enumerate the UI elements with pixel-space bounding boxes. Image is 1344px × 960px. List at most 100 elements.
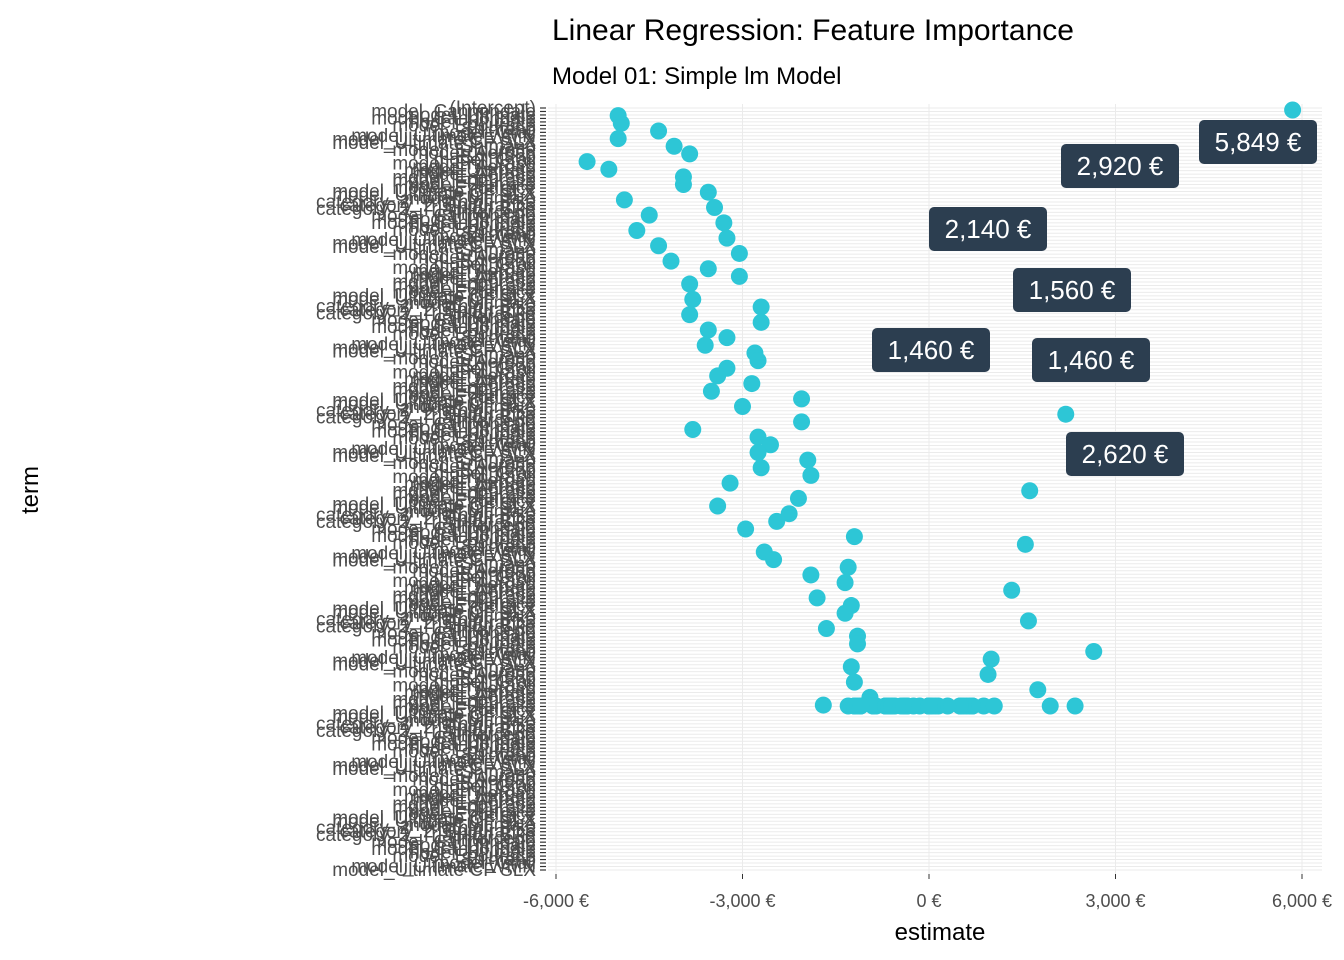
data-point (706, 199, 724, 217)
y-tick-label: model_Ultimate (404, 502, 536, 523)
y-tick-label: model_Endurace (392, 467, 536, 488)
y-tick-label: (Intercept) (449, 829, 536, 850)
data-point (842, 658, 860, 676)
y-tick-label: (Intercept) (449, 411, 536, 432)
y-tick-label: model_Ultimate WMN (351, 752, 536, 773)
y-tick-label: Shimano (461, 147, 536, 168)
data-point (793, 413, 811, 431)
y-tick-label: model_Grail (434, 540, 536, 561)
y-tick-label: model_Ultimate CF SLX (332, 655, 536, 676)
y-tick-label: Shimano (461, 658, 536, 679)
y-tick-label: model_Ultimate (404, 488, 536, 509)
y-tick-label: model_Grail (434, 150, 536, 171)
data-point (852, 697, 870, 715)
value-label: 5,849 € (1215, 127, 1302, 157)
y-tick-label: model_Endurace (392, 766, 536, 787)
data-point (578, 153, 596, 171)
data-point (985, 697, 1003, 715)
y-tick-label: model_Ultimate (404, 683, 536, 704)
y-tick-label: model_Ultimate WMN (351, 335, 536, 356)
y-tick-label: model_Ultimate (404, 474, 536, 495)
y-tick-label: model_Ultimate CF SLX (332, 756, 536, 777)
data-point (1066, 697, 1084, 715)
value-label-box (1032, 338, 1150, 382)
y-tick-label: model_Ultimate CF SLX (332, 446, 536, 467)
data-points (578, 101, 1302, 715)
y-tick-label: model_Endurace (392, 171, 536, 192)
y-tick-label: model_Endurace (392, 453, 536, 474)
y-tick-label: Shimano (461, 432, 536, 453)
data-point (920, 697, 938, 715)
data-point (749, 443, 767, 461)
y-tick-label: model_Ultimate (404, 314, 536, 335)
y-tick-label: Shimano (461, 763, 536, 784)
y-tick-label: Shimano (461, 536, 536, 557)
y-tick-label: model_Ultimate (404, 279, 536, 300)
y-tick-label: model_Endurace (392, 349, 536, 370)
y-tick-label: model_Endurace (392, 115, 536, 136)
data-point (628, 221, 646, 239)
y-tick-label: model_Aeroad (412, 143, 536, 164)
y-tick-label: model_Cannondale (371, 839, 536, 860)
y-tick-label: model_Grail (434, 749, 536, 770)
data-point (709, 367, 727, 385)
data-point (609, 130, 627, 148)
y-tick-label: model_Ultimate (404, 815, 536, 836)
y-tick-label: Shimano (461, 564, 536, 585)
value-labels: 5,849 € 2,920 € 2,140 € 1,560 € 1,460 € 1,460… (872, 120, 1317, 476)
y-tick-label: model_Endurace (392, 220, 536, 241)
y-tick-label: model_Endurace (392, 272, 536, 293)
y-tick-label: model_Ultimate CF SLX (332, 133, 536, 154)
y-tick-label: model_Aeroad (412, 477, 536, 498)
y-tick-label: model_Endurace (392, 380, 536, 401)
y-tick-label: model_Grail (434, 776, 536, 797)
y-tick-label: model_Ultimate (404, 627, 536, 648)
y-tick-labels: (Intercept)model_Cannondalemodel_Ultimat… (316, 98, 536, 881)
data-point (845, 528, 863, 546)
y-tick-label: model_Ultimate CF SLX (332, 129, 536, 150)
value-label: 1,460 € (888, 335, 975, 365)
y-tick-label: model_Ultimate (404, 801, 536, 822)
value-label-box (1066, 432, 1184, 476)
data-point (1057, 405, 1075, 423)
y-tick-label: model_Endurace (392, 596, 536, 617)
y-tick-label: model_Ultimate (404, 529, 536, 550)
y-tick-label: model_Aeroad (412, 373, 536, 394)
data-point (808, 589, 826, 607)
data-point (768, 512, 786, 530)
value-label: 2,620 € (1082, 439, 1169, 469)
value-label-box (929, 207, 1047, 251)
y-tick-label: model_Ultimate CF SLX (332, 550, 536, 571)
y-tick-label: model_Ultimate (404, 522, 536, 543)
y-tick-label: category_2_Triathlon Bike (316, 296, 536, 317)
data-point (1085, 642, 1103, 660)
y-tick-label: model_Ultimate (404, 731, 536, 752)
value-label-box (1013, 268, 1131, 312)
y-tick-label: model_Endurace (392, 258, 536, 279)
data-point (979, 665, 997, 683)
y-tick-label: (Intercept) (449, 620, 536, 641)
y-tick-label: Shimano (461, 241, 536, 262)
y-tick-label: model_Cannondale (371, 526, 536, 547)
y-tick-label: model_Aeroad (412, 262, 536, 283)
y-tick-label: category_2_Triathlon Bike (316, 609, 536, 630)
y-tick-label: model_Ultimate CF SLX (332, 442, 536, 463)
data-point (615, 191, 633, 209)
x-tick-label: 3,000 € (1085, 891, 1145, 911)
data-point (681, 145, 699, 163)
y-tick-label: model_Endurace (392, 804, 536, 825)
data-point (1029, 681, 1047, 699)
y-tick-label: Shimano (461, 850, 536, 871)
data-point (721, 474, 739, 492)
data-point (734, 398, 751, 416)
data-point (1003, 581, 1021, 599)
y-tick-label: model_Cannondale (371, 630, 536, 651)
y-axis (540, 107, 546, 871)
y-tick-label: model_Endurace (392, 154, 536, 175)
y-tick-label: (Intercept) (449, 202, 536, 223)
y-tick-label: model_Endurace (392, 662, 536, 683)
y-tick-label: model_Ultimate (404, 606, 536, 627)
y-tick-label: model_Aeroad (412, 248, 536, 269)
data-point (702, 382, 720, 400)
data-point (650, 122, 668, 140)
